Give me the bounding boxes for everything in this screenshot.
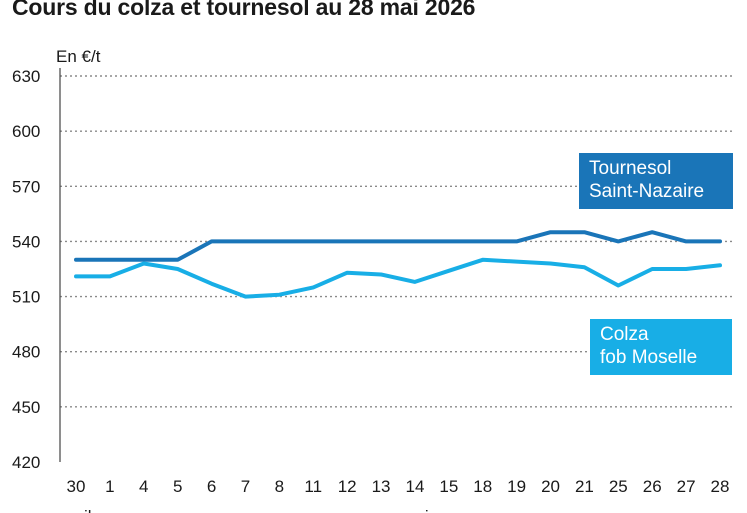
x-tick-label-13: 19 <box>507 477 526 496</box>
legend-colza: Colza fob Moselle <box>590 319 732 375</box>
x-tick-label-8: 12 <box>338 477 357 496</box>
x-tick-label-11: 15 <box>439 477 458 496</box>
x-axis-ticks: 30 1 4 5 6 7 8 11 12 13 14 15 18 19 20 21 25 26 27 28 <box>67 477 730 496</box>
y-tick-label-630: 630 <box>12 67 40 86</box>
x-tick-label-2: 4 <box>139 477 148 496</box>
x-tick-label-10: 14 <box>405 477 424 496</box>
legend-tournesol: Tournesol Saint-Nazaire <box>579 153 733 209</box>
x-tick-label-1: 1 <box>105 477 114 496</box>
y-tick-label-480: 480 <box>12 343 40 362</box>
x-tick-label-5: 7 <box>241 477 250 496</box>
series-line-0 <box>74 230 722 262</box>
x-tick-label-0: 30 <box>67 477 86 496</box>
series-lines <box>74 230 722 299</box>
x-tick-label-18: 27 <box>677 477 696 496</box>
x-tick-label-12: 18 <box>473 477 492 496</box>
y-tick-label-600: 600 <box>12 122 40 141</box>
legend-colza-line1: Colza <box>600 324 649 345</box>
x-tick-label-7: 11 <box>304 477 322 496</box>
x-tick-label-16: 25 <box>609 477 628 496</box>
x-tick-label-19: 28 <box>711 477 730 496</box>
y-tick-label-420: 420 <box>12 453 40 472</box>
y-tick-label-510: 510 <box>12 288 40 307</box>
series-line-1 <box>74 257 722 299</box>
legend-tournesol-line2: Saint-Nazaire <box>589 181 705 202</box>
x-tick-label-4: 6 <box>207 477 216 496</box>
y-axis-ticks: 420 450 480 510 540 570 600 630 <box>12 67 40 472</box>
y-axis-unit-label: En €/t <box>56 47 101 66</box>
x-tick-label-15: 21 <box>575 477 594 496</box>
x-tick-label-6: 8 <box>275 477 284 496</box>
x-tick-label-9: 13 <box>372 477 391 496</box>
y-tick-label-450: 450 <box>12 398 40 417</box>
x-tick-label-17: 26 <box>643 477 662 496</box>
x-month-label-1: mai <box>401 507 428 513</box>
y-tick-label-540: 540 <box>12 232 40 251</box>
chart-title: Cours du colza et tournesol au 28 mai 20… <box>12 0 476 20</box>
x-axis-month-labels: avril mai <box>60 507 428 513</box>
y-tick-label-570: 570 <box>12 177 40 196</box>
x-tick-label-14: 20 <box>541 477 560 496</box>
legend-tournesol-line1: Tournesol <box>589 158 672 179</box>
legend-colza-line2: fob Moselle <box>600 347 698 368</box>
x-tick-label-3: 5 <box>173 477 182 496</box>
x-month-label-0: avril <box>60 507 91 513</box>
